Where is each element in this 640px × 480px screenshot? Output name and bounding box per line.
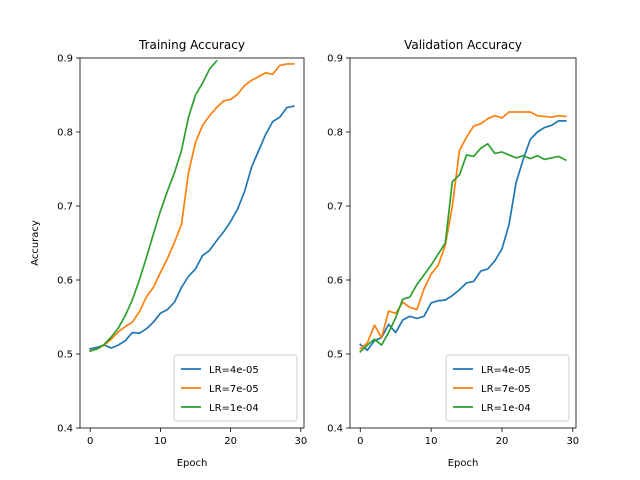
- x-tick-label: 20: [496, 436, 509, 447]
- x-tick-label: 0: [87, 436, 93, 447]
- series-line-lr-1e-04: [89, 59, 218, 353]
- series-line-lr-4e-05: [359, 120, 567, 352]
- x-tick-label: 10: [154, 436, 167, 447]
- y-tick-label: 0.8: [327, 128, 343, 139]
- chart-panel-1: Training Accuracy 0.4 0.5 0.6 0.7 0.8 0.9 0 10 20…: [30, 38, 307, 469]
- y-tick-label: 0.8: [57, 128, 73, 139]
- x-axis-label: Epoch: [177, 458, 208, 469]
- y-tick-label: 0.4: [327, 424, 343, 435]
- chart-panel-2: Validation Accuracy 0.4 0.5 0.6 0.7 0.8 0.9 0 10…: [327, 38, 579, 469]
- legend-label: LR=4e-05: [481, 365, 531, 376]
- x-tick-label: 30: [566, 436, 579, 447]
- y-tick-label: 0.6: [57, 276, 73, 287]
- y-tick-label: 0.6: [327, 276, 343, 287]
- x-tick-label: 0: [357, 436, 363, 447]
- series-group: [359, 111, 567, 353]
- x-axis-label: Epoch: [448, 458, 479, 469]
- legend-label: LR=1e-04: [209, 403, 259, 414]
- y-tick-label: 0.9: [327, 54, 343, 65]
- chart-title: Training Accuracy: [138, 38, 245, 52]
- y-axis-label: Accuracy: [30, 220, 41, 266]
- legend: LR=4e-05 LR=7e-05 LR=1e-04: [173, 354, 298, 422]
- y-tick-label: 0.5: [327, 350, 343, 361]
- y-tick-label: 0.7: [327, 202, 343, 213]
- x-tick-label: 30: [294, 436, 307, 447]
- y-tick-label: 0.4: [57, 424, 73, 435]
- series-line-lr-7e-05: [359, 111, 567, 351]
- y-tick-label: 0.5: [57, 350, 73, 361]
- legend-label: LR=1e-04: [481, 403, 531, 414]
- series-line-lr-7e-05: [89, 63, 295, 353]
- legend-label: LR=4e-05: [209, 365, 259, 376]
- legend-box: [445, 354, 570, 422]
- legend-box: [173, 354, 298, 422]
- series-group: [89, 59, 295, 353]
- x-tick-label: 10: [425, 436, 438, 447]
- chart-title: Validation Accuracy: [404, 38, 522, 52]
- legend-label: LR=7e-05: [481, 384, 531, 395]
- plot-frame: [349, 57, 577, 429]
- plot-frame: [79, 57, 305, 429]
- series-line-lr-1e-04: [359, 142, 567, 353]
- legend-label: LR=7e-05: [209, 384, 259, 395]
- series-line-lr-4e-05: [89, 105, 295, 350]
- legend: LR=4e-05 LR=7e-05 LR=1e-04: [445, 354, 570, 422]
- x-tick-label: 20: [224, 436, 237, 447]
- y-tick-label: 0.9: [57, 54, 73, 65]
- y-tick-label: 0.7: [57, 202, 73, 213]
